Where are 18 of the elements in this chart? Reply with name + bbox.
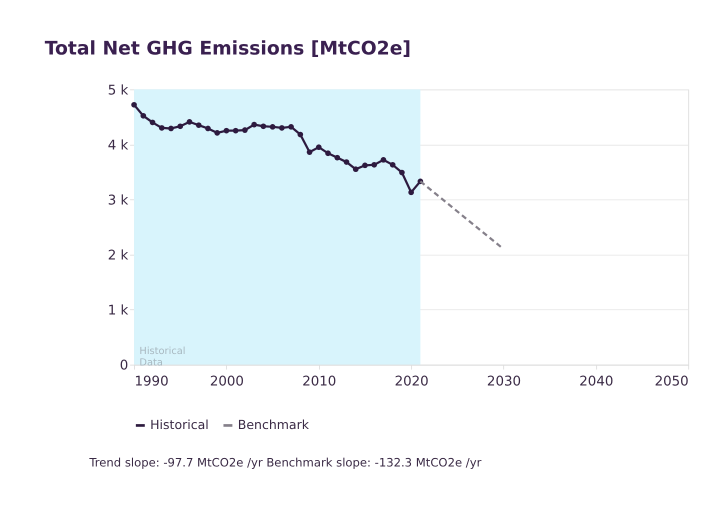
y-tick-label: 3 k: [108, 193, 129, 208]
y-tick-label: 2 k: [108, 248, 129, 264]
x-tick-label: 2030: [486, 374, 521, 390]
x-tick-label: 2050: [654, 374, 689, 390]
chart-title: Total Net GHG Emissions [MtCO2e]: [44, 38, 412, 60]
x-tick-label: 1990: [134, 374, 169, 390]
y-tick-label: 0: [120, 358, 128, 374]
band-label: Historical Data: [139, 346, 186, 369]
text: Trend slope: -97.7 MtCO2e /yr Benchmark slope: -132.3 MtCO2e /yr: [88, 456, 482, 470]
x-tick-label: 2000: [210, 374, 244, 390]
y-tick-label: 5 k: [108, 83, 129, 98]
x-tick-label: 2010: [302, 374, 336, 390]
legend-label: Historical: [150, 417, 209, 432]
x-tick-label: 2020: [394, 374, 429, 390]
x-tick-label: 2040: [579, 374, 614, 390]
y-tick-label: 4 k: [108, 138, 129, 154]
legend-label: Benchmark: [238, 417, 310, 432]
y-tick-label: 1 k: [108, 304, 129, 319]
